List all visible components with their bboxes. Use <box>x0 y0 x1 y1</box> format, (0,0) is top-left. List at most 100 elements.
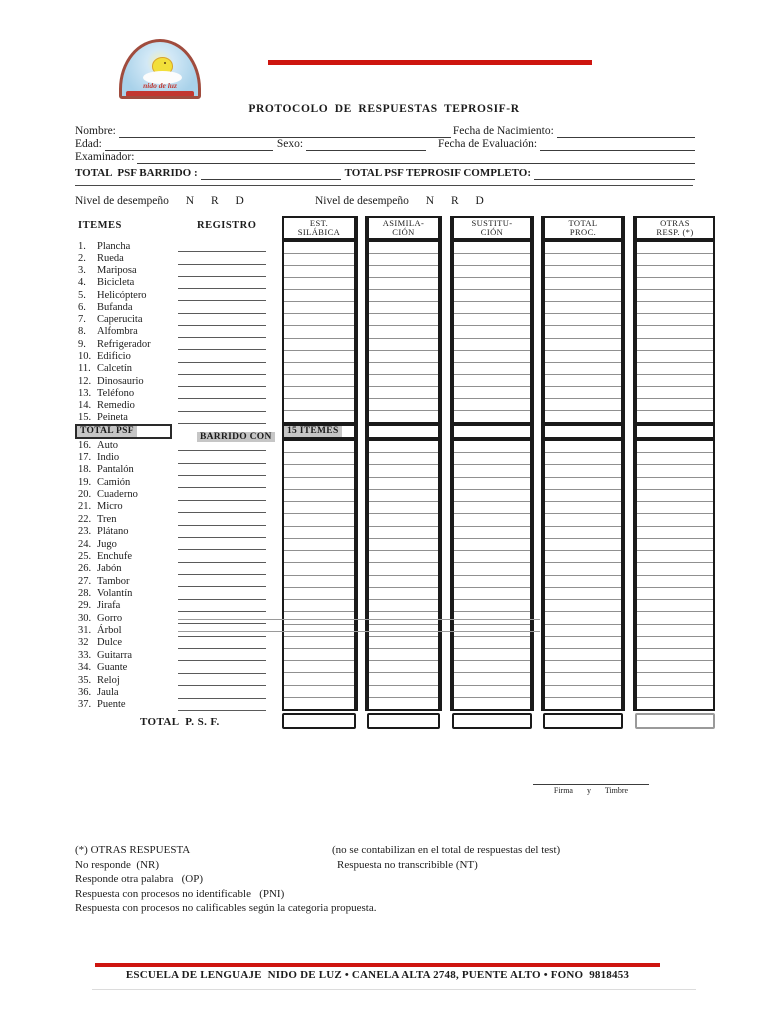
grid-cell <box>454 599 530 611</box>
edad-field <box>104 138 273 151</box>
item-row: 4. Bicicleta <box>75 277 275 290</box>
item-name: Guitarra <box>97 649 132 661</box>
item-row: 14. Remedio <box>75 399 275 412</box>
stray-rule-2 <box>178 631 540 632</box>
form-row-nombre: Nombre: Fecha de Nacimiento: <box>75 125 695 138</box>
nivel-letter-n: N <box>425 195 435 207</box>
grid-cell <box>637 660 713 672</box>
sexo-label: Sexo: <box>276 138 304 150</box>
item-row: 26. Jabón <box>75 563 275 575</box>
grid-cell <box>545 672 621 684</box>
grid-cell <box>369 525 438 538</box>
item-number: 5. <box>78 289 86 301</box>
column-header-bottom: CIÓN <box>392 227 415 237</box>
note-line: No responde (NR) Respuesta no transcribib… <box>75 858 720 873</box>
nombre-field <box>118 125 451 138</box>
item-number: 30. <box>78 612 92 624</box>
grid-cell <box>637 525 713 538</box>
grid-cell <box>637 599 713 611</box>
grid-cell <box>454 513 530 525</box>
grid-cell <box>284 574 354 587</box>
grid-cell <box>637 301 713 313</box>
item-name: Árbol <box>97 625 122 637</box>
registro-line <box>178 611 266 613</box>
grid-cell <box>637 325 713 337</box>
item-number: 4. <box>78 277 86 289</box>
item-number: 29. <box>78 600 92 612</box>
item-name: Gorro <box>97 612 123 624</box>
footer-red-line <box>95 963 660 967</box>
itemes-header: ITEMES <box>78 220 122 231</box>
item-row: 19. Camión <box>75 476 275 489</box>
item-name: Remedio <box>97 400 135 412</box>
registro-line <box>178 373 266 375</box>
form-row-totales: TOTAL PSF BARRIDO : TOTAL PSF TEPROSIF C… <box>75 167 695 180</box>
grid-cell <box>545 301 621 313</box>
grid-cell <box>454 313 530 325</box>
grid-cell <box>369 277 438 289</box>
grid-cell <box>637 623 713 636</box>
item-number: 26. <box>78 563 92 575</box>
item-number: 8. <box>78 326 86 338</box>
item-name: Pantalón <box>97 464 134 476</box>
total-psf-completo-label: TOTAL PSF TEPROSIF COMPLETO: <box>344 167 531 179</box>
grid-cell <box>454 562 530 574</box>
grid-cell <box>284 242 354 253</box>
item-number: 23. <box>78 526 92 538</box>
grid-cell <box>545 325 621 337</box>
column-header-bottom: CIÓN <box>480 227 504 237</box>
item-number: 10. <box>78 351 92 363</box>
item-name: Cuaderno <box>97 489 138 501</box>
note-left-text: Responde otra palabra (OP) <box>75 873 203 886</box>
grid-cell <box>637 488 713 501</box>
grid-cell <box>284 586 354 599</box>
item-name: Guante <box>97 662 128 674</box>
item-name: Tambor <box>97 575 130 587</box>
grid-cell <box>637 313 713 325</box>
item-row: 20. Cuaderno <box>75 488 275 501</box>
registro-line <box>178 598 266 600</box>
item-name: Rueda <box>97 252 124 264</box>
grid-cell <box>545 476 621 489</box>
grid-cell <box>637 242 713 253</box>
grid-cell <box>637 349 713 362</box>
nivel-letter-d: D <box>235 195 244 207</box>
note-line: (*) OTRAS RESPUESTA (no se contabilizan e… <box>75 843 720 858</box>
grid-cell <box>284 253 354 265</box>
total-psf-box <box>635 713 715 729</box>
grid-cell <box>454 242 530 253</box>
edad-label: Edad: <box>75 138 102 150</box>
item-row: 29. Jirafa <box>75 600 275 613</box>
item-name: Reloj <box>97 674 120 686</box>
total-psf-box <box>543 713 623 729</box>
item-number: 28. <box>78 587 92 599</box>
grid-cell <box>369 349 438 362</box>
item-row: 17. Indio <box>75 451 275 464</box>
grid-cell <box>545 635 621 648</box>
nivel-label: Nivel de desempeño <box>75 195 169 207</box>
item-row: 1. Plancha <box>75 240 275 253</box>
note-right-text: (no se contabilizan en el total de respu… <box>332 844 561 856</box>
signature-block: Firma y Timbre <box>531 784 651 795</box>
grid-cell <box>369 513 438 525</box>
grid-cell <box>369 361 438 374</box>
grid-cell <box>369 476 438 489</box>
item-number: 16. <box>78 439 92 451</box>
grid-cell <box>454 441 530 452</box>
column-header: TOTAL PROC. <box>543 216 623 240</box>
grid-cell <box>454 289 530 301</box>
grid-cell <box>545 513 621 525</box>
grid-cell <box>284 373 354 386</box>
column-body-2 <box>367 439 440 711</box>
grid-cell <box>545 684 621 697</box>
item-number: 1. <box>78 240 86 252</box>
item-name: Volantín <box>97 587 133 599</box>
grid-cell <box>369 313 438 325</box>
grid-cell <box>637 464 713 476</box>
column-header-top: TOTAL <box>568 217 598 228</box>
grid-cell <box>369 696 438 709</box>
signature-line <box>533 784 649 785</box>
grid-cell <box>545 373 621 386</box>
column-body-1 <box>367 240 440 424</box>
column-body-1 <box>282 240 356 424</box>
